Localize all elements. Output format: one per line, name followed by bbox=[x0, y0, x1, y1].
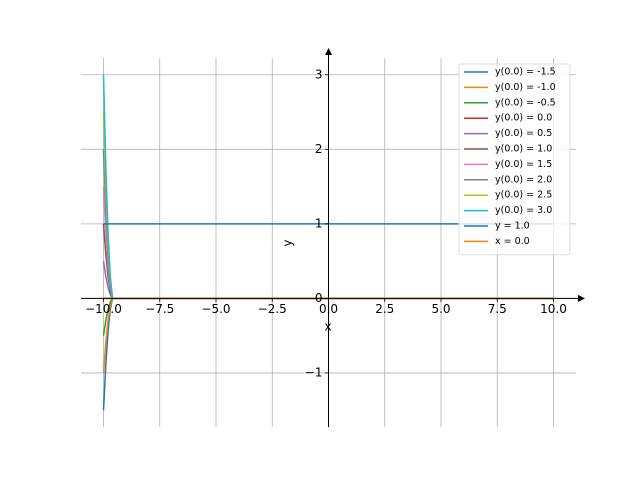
legend-label: y(0.0) = 0.5 bbox=[495, 128, 552, 139]
x-arrow bbox=[578, 294, 585, 302]
y-tick-label: 3 bbox=[315, 67, 323, 81]
legend-label: y(0.0) = -1.0 bbox=[495, 82, 556, 93]
legend-label: y = 1.0 bbox=[495, 221, 530, 232]
y-tick-label: −1 bbox=[305, 365, 323, 379]
legend-label: y(0.0) = -0.5 bbox=[495, 97, 556, 108]
legend-label: y(0.0) = -1.5 bbox=[495, 67, 556, 78]
legend-box bbox=[458, 63, 571, 256]
x-tick-label: 10.0 bbox=[540, 302, 567, 316]
y-arrow bbox=[325, 48, 332, 55]
x-tick-label: −10.0 bbox=[85, 302, 122, 316]
y-tick-label: 2 bbox=[315, 142, 323, 156]
y-axis-label: y bbox=[281, 239, 295, 246]
x-tick-label: −2.5 bbox=[258, 302, 287, 316]
legend-label: y(0.0) = 2.0 bbox=[495, 174, 552, 185]
legend-label: x = 0.0 bbox=[495, 236, 530, 247]
legend-label: y(0.0) = 0.0 bbox=[495, 113, 552, 124]
legend-label: y(0.0) = 2.5 bbox=[495, 190, 552, 201]
x-tick-label: −5.0 bbox=[201, 302, 230, 316]
legend-label: y(0.0) = 3.0 bbox=[495, 205, 552, 216]
x-tick-label: 5.0 bbox=[431, 302, 450, 316]
legend-label: y(0.0) = 1.5 bbox=[495, 159, 552, 170]
x-axis-label: x bbox=[324, 320, 331, 334]
x-tick-label: 2.5 bbox=[375, 302, 394, 316]
x-tick-label: −7.5 bbox=[145, 302, 174, 316]
x-tick-label: 7.5 bbox=[488, 302, 507, 316]
legend-label: y(0.0) = 1.0 bbox=[495, 144, 552, 155]
y-tick-label: 1 bbox=[315, 216, 323, 230]
